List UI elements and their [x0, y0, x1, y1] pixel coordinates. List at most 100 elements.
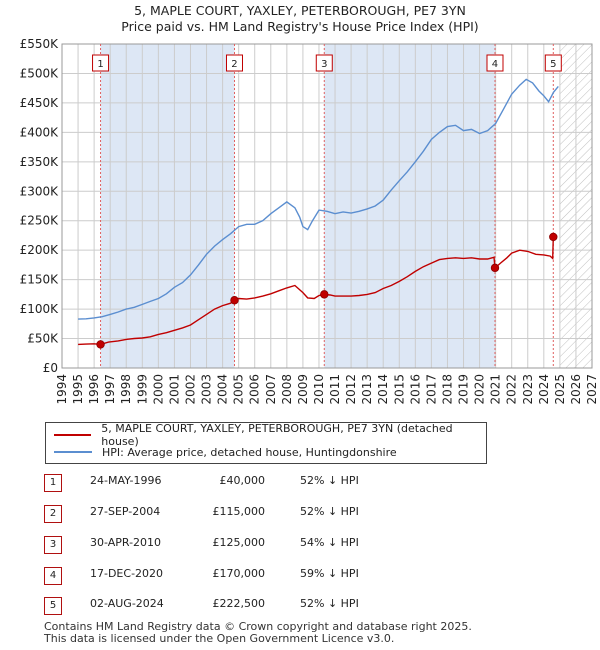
- transaction-row: 4 17-DEC-2020 £170,000 59% ↓ HPI: [0, 567, 600, 587]
- x-tick-label: 2026: [569, 374, 583, 405]
- transaction-hpi-diff: 52% ↓ HPI: [300, 505, 359, 518]
- licence-notice: This data is licensed under the Open Gov…: [44, 632, 395, 645]
- transaction-number-badge: 3: [44, 536, 62, 554]
- y-tick-label: £250K: [20, 214, 60, 228]
- sale-point: [549, 232, 558, 242]
- transaction-row: 1 24-MAY-1996 £40,000 52% ↓ HPI: [0, 474, 600, 494]
- transaction-date: 24-MAY-1996: [90, 474, 162, 487]
- transaction-row: 2 27-SEP-2004 £115,000 52% ↓ HPI: [0, 505, 600, 525]
- x-tick-label: 2021: [489, 374, 503, 405]
- x-tick-label: 2023: [521, 374, 535, 405]
- y-tick-label: £450K: [20, 96, 60, 110]
- x-tick-label: 2009: [296, 374, 310, 405]
- x-tick-label: 2008: [280, 374, 294, 405]
- x-tick-label: 2020: [473, 374, 487, 405]
- transaction-number-badge: 5: [44, 597, 62, 615]
- x-tick-label: 2025: [553, 374, 567, 405]
- x-tick-label: 2002: [183, 374, 197, 405]
- x-tick-label: 2024: [537, 374, 551, 405]
- x-tick-label: 2017: [424, 374, 438, 405]
- x-tick-label: 1995: [71, 374, 85, 405]
- sale-point: [320, 290, 329, 299]
- x-tick-label: 2013: [360, 374, 374, 405]
- legend-hpi-swatch: [54, 451, 92, 453]
- legend-price-label: 5, MAPLE COURT, YAXLEY, PETERBOROUGH, PE…: [101, 422, 453, 448]
- x-tick-label: 2006: [248, 374, 262, 405]
- copyright-notice: Contains HM Land Registry data © Crown c…: [44, 620, 472, 633]
- transaction-date: 17-DEC-2020: [90, 567, 164, 580]
- x-tick-label: 1997: [103, 374, 117, 405]
- x-tick-label: 2005: [232, 374, 246, 405]
- shaded-band: [324, 44, 495, 368]
- y-tick-label: £400K: [20, 125, 60, 139]
- transaction-date: 27-SEP-2004: [90, 505, 161, 518]
- plot-frame: [61, 43, 593, 369]
- legend-item-hpi: HPI: Average price, detached house, Hunt…: [54, 444, 397, 460]
- y-tick-label: £550K: [20, 37, 60, 51]
- transaction-date: 02-AUG-2024: [90, 597, 164, 610]
- sale-label: 2: [231, 59, 237, 70]
- transaction-hpi-diff: 52% ↓ HPI: [300, 597, 359, 610]
- transaction-price: £40,000: [219, 474, 266, 487]
- transaction-row: 5 02-AUG-2024 £222,500 52% ↓ HPI: [0, 597, 600, 617]
- x-tick-label: 2011: [328, 374, 342, 405]
- legend: 5, MAPLE COURT, YAXLEY, PETERBOROUGH, PE…: [45, 422, 487, 464]
- transaction-hpi-diff: 59% ↓ HPI: [300, 567, 359, 580]
- chart-title: 5, MAPLE COURT, YAXLEY, PETERBOROUGH, PE…: [134, 3, 466, 18]
- shaded-band: [100, 44, 235, 368]
- sale-label-box: [315, 54, 333, 72]
- transaction-row: 3 30-APR-2010 £125,000 54% ↓ HPI: [0, 536, 600, 556]
- x-tick-label: 2016: [408, 374, 422, 405]
- sale-label-box: [544, 54, 562, 72]
- sale-label: 3: [321, 59, 327, 70]
- sale-label: 1: [97, 59, 103, 70]
- y-tick-label: £500K: [20, 66, 60, 80]
- sale-label: 4: [492, 59, 498, 70]
- x-tick-label: 2022: [505, 374, 519, 405]
- chart-subtitle: Price paid vs. HM Land Registry's House …: [121, 19, 479, 34]
- price-chart: £0 £50K £100K £150K £200K £250K £300K £350K £400…: [20, 37, 599, 405]
- x-tick-label: 1996: [87, 374, 101, 405]
- legend-price-swatch: [54, 434, 92, 436]
- transaction-number-badge: 2: [44, 505, 62, 523]
- transaction-price: £125,000: [212, 536, 266, 549]
- x-tick-label: 2014: [376, 374, 390, 405]
- x-tick-label: 2019: [457, 374, 471, 405]
- transaction-date: 30-APR-2010: [90, 536, 162, 549]
- x-tick-label: 2015: [392, 374, 406, 405]
- transaction-hpi-diff: 52% ↓ HPI: [300, 474, 359, 487]
- transaction-price: £170,000: [212, 567, 266, 580]
- transaction-price: £115,000: [212, 505, 266, 518]
- x-tick-label: 2004: [216, 374, 230, 405]
- x-tick-label: 2027: [585, 374, 599, 405]
- transaction-price: £222,500: [212, 597, 266, 610]
- y-tick-label: £0: [43, 361, 58, 375]
- x-tick-label: 2000: [151, 374, 165, 405]
- x-tick-label: 2001: [167, 374, 181, 405]
- sale-point: [96, 340, 105, 349]
- x-tick-label: 1994: [55, 374, 69, 405]
- y-tick-label: £200K: [20, 243, 60, 257]
- y-tick-label: £300K: [20, 184, 60, 198]
- y-tick-label: £50K: [27, 332, 59, 346]
- x-tick-label: 2010: [312, 374, 326, 405]
- sale-point: [230, 296, 239, 305]
- hpi-line: [78, 78, 559, 320]
- y-tick-label: £350K: [20, 155, 60, 169]
- sale-label: 5: [550, 59, 556, 70]
- sale-label-box: [486, 54, 504, 72]
- x-tick-label: 2018: [440, 374, 454, 405]
- transaction-number-badge: 4: [44, 567, 62, 585]
- x-tick-label: 2003: [200, 374, 214, 405]
- y-tick-label: £150K: [20, 273, 60, 287]
- x-tick-label: 2012: [344, 374, 358, 405]
- legend-item-price: 5, MAPLE COURT, YAXLEY, PETERBOROUGH, PE…: [54, 422, 486, 448]
- transaction-hpi-diff: 54% ↓ HPI: [300, 536, 359, 549]
- sale-label-box: [225, 54, 243, 72]
- transaction-number-badge: 1: [44, 474, 62, 492]
- sale-point: [490, 263, 500, 273]
- x-tick-label: 2007: [264, 374, 278, 405]
- x-tick-label: 1999: [135, 374, 149, 405]
- sale-label-box: [92, 54, 110, 72]
- legend-hpi-label: HPI: Average price, detached house, Hunt…: [102, 445, 397, 459]
